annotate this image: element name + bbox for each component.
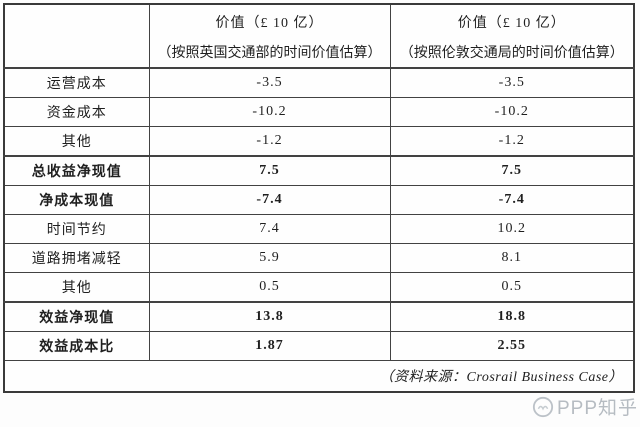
row-label: 时间节约 — [3, 214, 150, 244]
row-label: 净成本现值 — [3, 185, 150, 215]
ppp-zhihu-logo-icon — [532, 396, 554, 417]
row-value-dft: 7.5 — [148, 155, 391, 186]
row-value-tfl: -10.2 — [389, 97, 635, 127]
table-row-benefit-npv: 效益净现值 13.8 18.8 — [3, 301, 635, 332]
row-value-dft: 1.87 — [148, 331, 391, 361]
row-value-tfl: 2.55 — [389, 331, 635, 361]
table-row-other-cost: 其他 -1.2 -1.2 — [3, 126, 635, 157]
table-row-benefit-cost-ratio: 效益成本比 1.87 2.55 — [3, 331, 635, 361]
row-value-dft: -10.2 — [148, 97, 391, 127]
watermark-text: PPP知乎 — [556, 398, 638, 419]
row-value-dft: -1.2 — [148, 126, 391, 157]
header-dft-column: 价值（£ 10 亿） （按照英国交通部的时间价值估算） — [148, 3, 391, 69]
row-label: 效益净现值 — [3, 301, 150, 332]
table-row-time-savings: 时间节约 7.4 10.2 — [3, 214, 635, 244]
row-label: 效益成本比 — [3, 331, 150, 361]
row-value-tfl: 8.1 — [389, 243, 635, 273]
row-label: 总收益净现值 — [3, 155, 150, 186]
column-subtitle: （按照伦敦交通局的时间价值估算） — [399, 46, 624, 61]
row-value-tfl: 18.8 — [389, 301, 635, 332]
row-value-tfl: -7.4 — [389, 185, 635, 215]
row-value-tfl: 10.2 — [389, 214, 635, 244]
table-row-other-benefit: 其他 0.5 0.5 — [3, 272, 635, 303]
table-row-operating-cost: 运营成本 -3.5 -3.5 — [3, 67, 635, 98]
table-row-total-revenue-npv: 总收益净现值 7.5 7.5 — [3, 155, 635, 186]
row-value-tfl: 0.5 — [389, 272, 635, 303]
row-label: 资金成本 — [3, 97, 150, 127]
row-label: 其他 — [3, 126, 150, 157]
row-label: 运营成本 — [3, 67, 150, 98]
row-label: 道路拥堵减轻 — [3, 243, 150, 273]
header-tfl-column: 价值（£ 10 亿） （按照伦敦交通局的时间价值估算） — [389, 3, 635, 69]
row-value-tfl: -3.5 — [389, 67, 635, 98]
row-value-dft: -3.5 — [148, 67, 391, 98]
row-value-tfl: -1.2 — [389, 126, 635, 157]
source-note: （资料来源：Crosrail Business Case） — [3, 360, 635, 393]
row-value-dft: 7.4 — [148, 214, 391, 244]
table-row-net-cost-pv: 净成本现值 -7.4 -7.4 — [3, 185, 635, 215]
row-value-dft: -7.4 — [148, 185, 391, 215]
source-row: （资料来源：Crosrail Business Case） — [3, 360, 635, 393]
row-value-dft: 13.8 — [148, 301, 391, 332]
header-row: 价值（£ 10 亿） （按照英国交通部的时间价值估算） 价值（£ 10 亿） （… — [3, 3, 635, 69]
row-value-dft: 5.9 — [148, 243, 391, 273]
row-label: 其他 — [3, 272, 150, 303]
watermark: PPP知乎 — [532, 393, 638, 420]
table-row-congestion-relief: 道路拥堵减轻 5.9 8.1 — [3, 243, 635, 273]
crossrail-value-table: 价值（£ 10 亿） （按照英国交通部的时间价值估算） 价值（£ 10 亿） （… — [3, 3, 635, 393]
row-value-tfl: 7.5 — [389, 155, 635, 186]
corner-cell — [3, 3, 150, 69]
column-title: 价值（£ 10 亿） — [457, 16, 566, 31]
row-value-dft: 0.5 — [148, 272, 391, 303]
column-title: 价值（£ 10 亿） — [215, 16, 324, 31]
column-subtitle: （按照英国交通部的时间价值估算） — [157, 46, 382, 61]
table-row-capital-cost: 资金成本 -10.2 -10.2 — [3, 97, 635, 127]
